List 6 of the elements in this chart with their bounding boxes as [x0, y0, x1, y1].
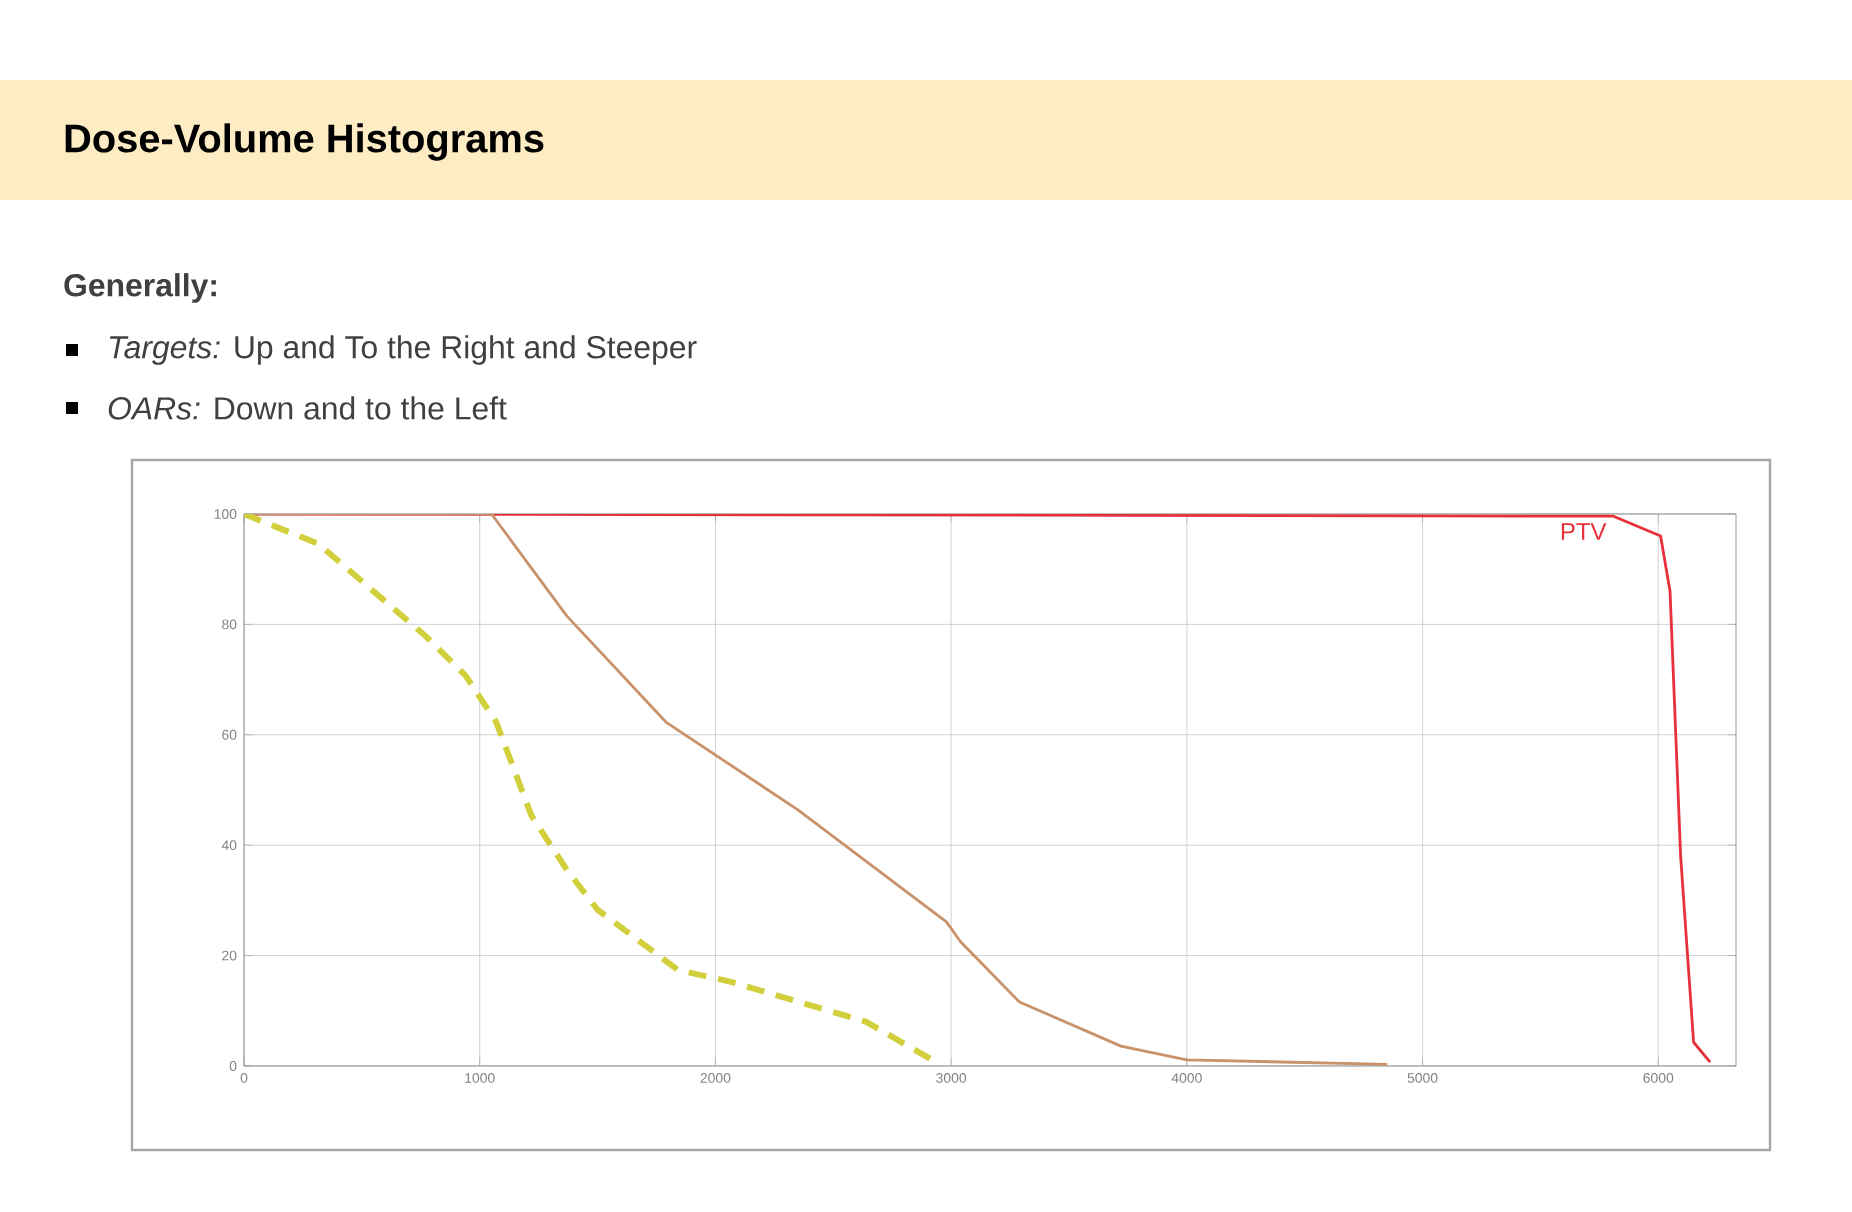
text: OARs: Down and to the Left: [108, 396, 507, 420]
chart-title: Dose-Volume Histograms: [65, 123, 544, 161]
line-series: [244, 513, 936, 1063]
text: Targets: Up and To the Right and Steeper: [109, 335, 697, 365]
chart-subtitle: Generally:: [64, 273, 216, 303]
series-label: PTV: [1561, 523, 1607, 540]
